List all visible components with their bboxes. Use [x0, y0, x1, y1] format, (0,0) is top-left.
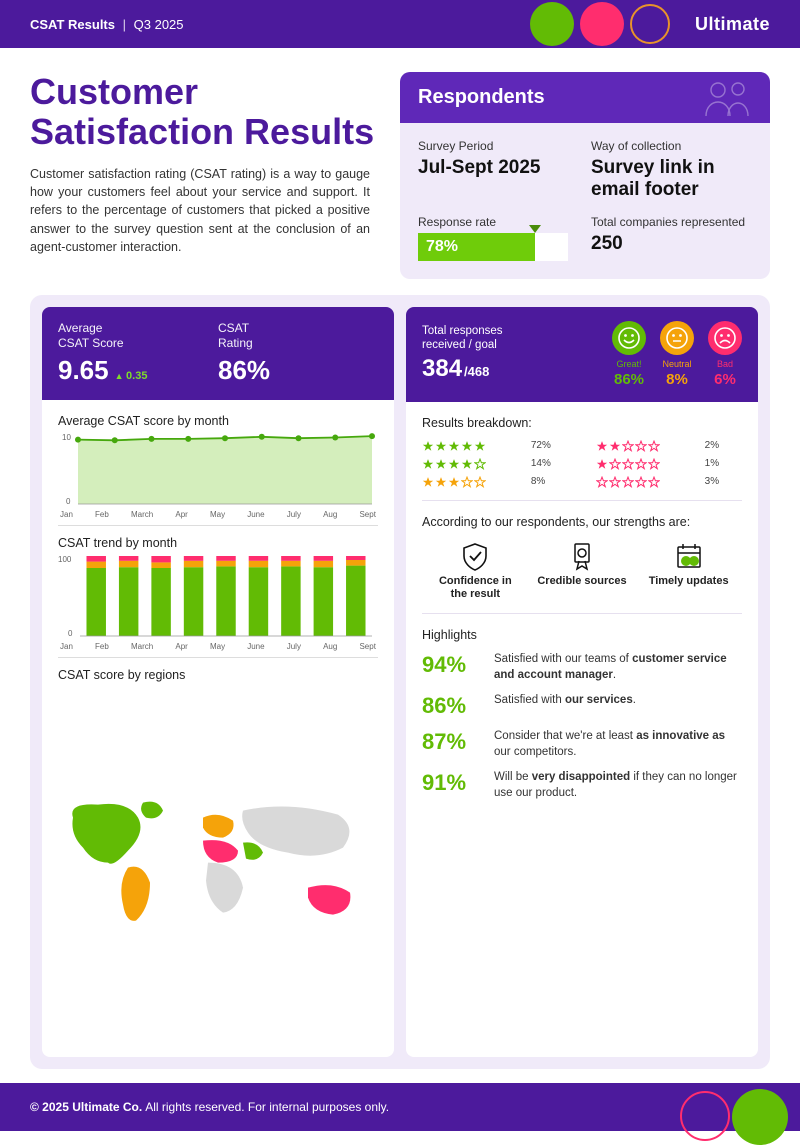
header-accent-circles — [530, 0, 670, 48]
page-title: Customer Satisfaction Results — [30, 72, 380, 151]
response-rate-bar: 78% — [418, 233, 535, 261]
footer-text: All rights reserved. For internal purpos… — [145, 1100, 389, 1114]
sentiment-sad: Bad 6% — [708, 321, 742, 388]
results-card: Total responsesreceived / goal 384/468 G… — [406, 307, 758, 1057]
page-content: Customer Satisfaction Results Customer s… — [0, 48, 800, 1083]
dashboard: AverageCSAT Score 9.65 0.35 CSATRating 8… — [30, 295, 770, 1069]
highlights-label: Highlights — [422, 628, 742, 642]
stars-row — [422, 458, 509, 470]
breakdown-label: Results breakdown: — [422, 416, 742, 430]
highlight-pct: 86% — [422, 693, 480, 719]
calendar-icon — [674, 541, 704, 571]
line-chart: Average CSAT score by month 100 JanFebMa… — [58, 412, 378, 526]
svg-text:0: 0 — [68, 629, 73, 638]
neutral-face-icon — [660, 321, 694, 355]
highlight-pct: 94% — [422, 652, 480, 678]
respondents-card: Respondents Survey Period Jul-Sept 2025 … — [400, 72, 770, 279]
highlight-pct: 91% — [422, 770, 480, 796]
total-responses: Total responsesreceived / goal 384/468 — [422, 325, 503, 383]
strengths-label: According to our respondents, our streng… — [422, 515, 742, 529]
strengths-row: Confidence in the result Credible source… — [422, 541, 742, 601]
svg-text:10: 10 — [62, 433, 71, 442]
highlight-row: 87% Consider that we're at least as inno… — [422, 729, 742, 760]
survey-period: Survey Period Jul-Sept 2025 — [418, 139, 579, 201]
stars-row — [422, 476, 509, 488]
header-title-text: CSAT Results — [30, 17, 115, 32]
world-map-svg — [58, 682, 378, 1043]
csat-rating-metric: CSATRating 86% — [218, 321, 378, 386]
avg-delta: 0.35 — [115, 370, 148, 382]
line-chart-svg: 10 0 — [58, 428, 378, 508]
highlight-row: 91% Will be very disappointed if they ca… — [422, 770, 742, 801]
highlight-text: Satisfied with our services. — [494, 693, 636, 709]
highlight-row: 86% Satisfied with our services. — [422, 693, 742, 719]
svg-text:0: 0 — [66, 497, 71, 506]
header-bar: CSAT Results | Q3 2025 Ultimate — [0, 0, 800, 48]
header-title: CSAT Results | Q3 2025 — [30, 17, 184, 32]
map-section: CSAT score by regions — [58, 666, 378, 1043]
stars-row — [596, 458, 683, 470]
shield-icon — [460, 541, 490, 571]
footer-copyright: © 2025 Ultimate Co. — [30, 1100, 142, 1114]
title-block: Customer Satisfaction Results Customer s… — [30, 72, 380, 279]
highlight-pct: 87% — [422, 729, 480, 755]
svg-text:100: 100 — [58, 555, 72, 564]
strength-item: Confidence in the result — [430, 541, 520, 601]
sentiment-happy: Great! 86% — [612, 321, 646, 388]
sentiment-neutral: Neutral 8% — [660, 321, 694, 388]
highlight-text: Will be very disappointed if they can no… — [494, 770, 742, 801]
award-icon — [567, 541, 597, 571]
strength-item: Credible sources — [537, 541, 627, 601]
response-rate: Response rate 78% — [418, 215, 579, 261]
stars-row — [596, 440, 683, 452]
stars-row — [596, 476, 683, 488]
breakdown-grid: 72%2%14%1%8%3% — [422, 440, 742, 488]
people-icon — [698, 78, 758, 118]
header-period: Q3 2025 — [134, 17, 184, 32]
brand-logo: Ultimate — [695, 14, 770, 35]
bar-chart: CSAT trend by month 1000 JanFebMarchAprM… — [58, 534, 378, 658]
stars-row — [422, 440, 509, 452]
strength-item: Timely updates — [644, 541, 734, 601]
bar-chart-svg: 100 0 — [58, 550, 378, 640]
highlight-text: Consider that we're at least as innovati… — [494, 729, 742, 760]
highlight-text: Satisfied with our teams of customer ser… — [494, 652, 742, 683]
highlight-row: 94% Satisfied with our teams of customer… — [422, 652, 742, 683]
sad-face-icon — [708, 321, 742, 355]
total-companies: Total companies represented 250 — [591, 215, 752, 261]
collection-method: Way of collection Survey link in email f… — [591, 139, 752, 201]
scores-card: AverageCSAT Score 9.65 0.35 CSATRating 8… — [42, 307, 394, 1057]
footer-accent-ring — [680, 1091, 730, 1141]
intro-paragraph: Customer satisfaction rating (CSAT ratin… — [30, 165, 370, 256]
footer-bar: © 2025 Ultimate Co. All rights reserved.… — [0, 1083, 800, 1131]
respondents-heading: Respondents — [400, 72, 770, 123]
happy-face-icon — [612, 321, 646, 355]
highlights-list: 94% Satisfied with our teams of customer… — [422, 652, 742, 801]
avg-csat-metric: AverageCSAT Score 9.65 0.35 — [58, 321, 218, 386]
sentiment-faces: Great! 86% Neutral 8% Bad 6% — [612, 321, 742, 388]
footer-accent-circle — [732, 1089, 788, 1145]
